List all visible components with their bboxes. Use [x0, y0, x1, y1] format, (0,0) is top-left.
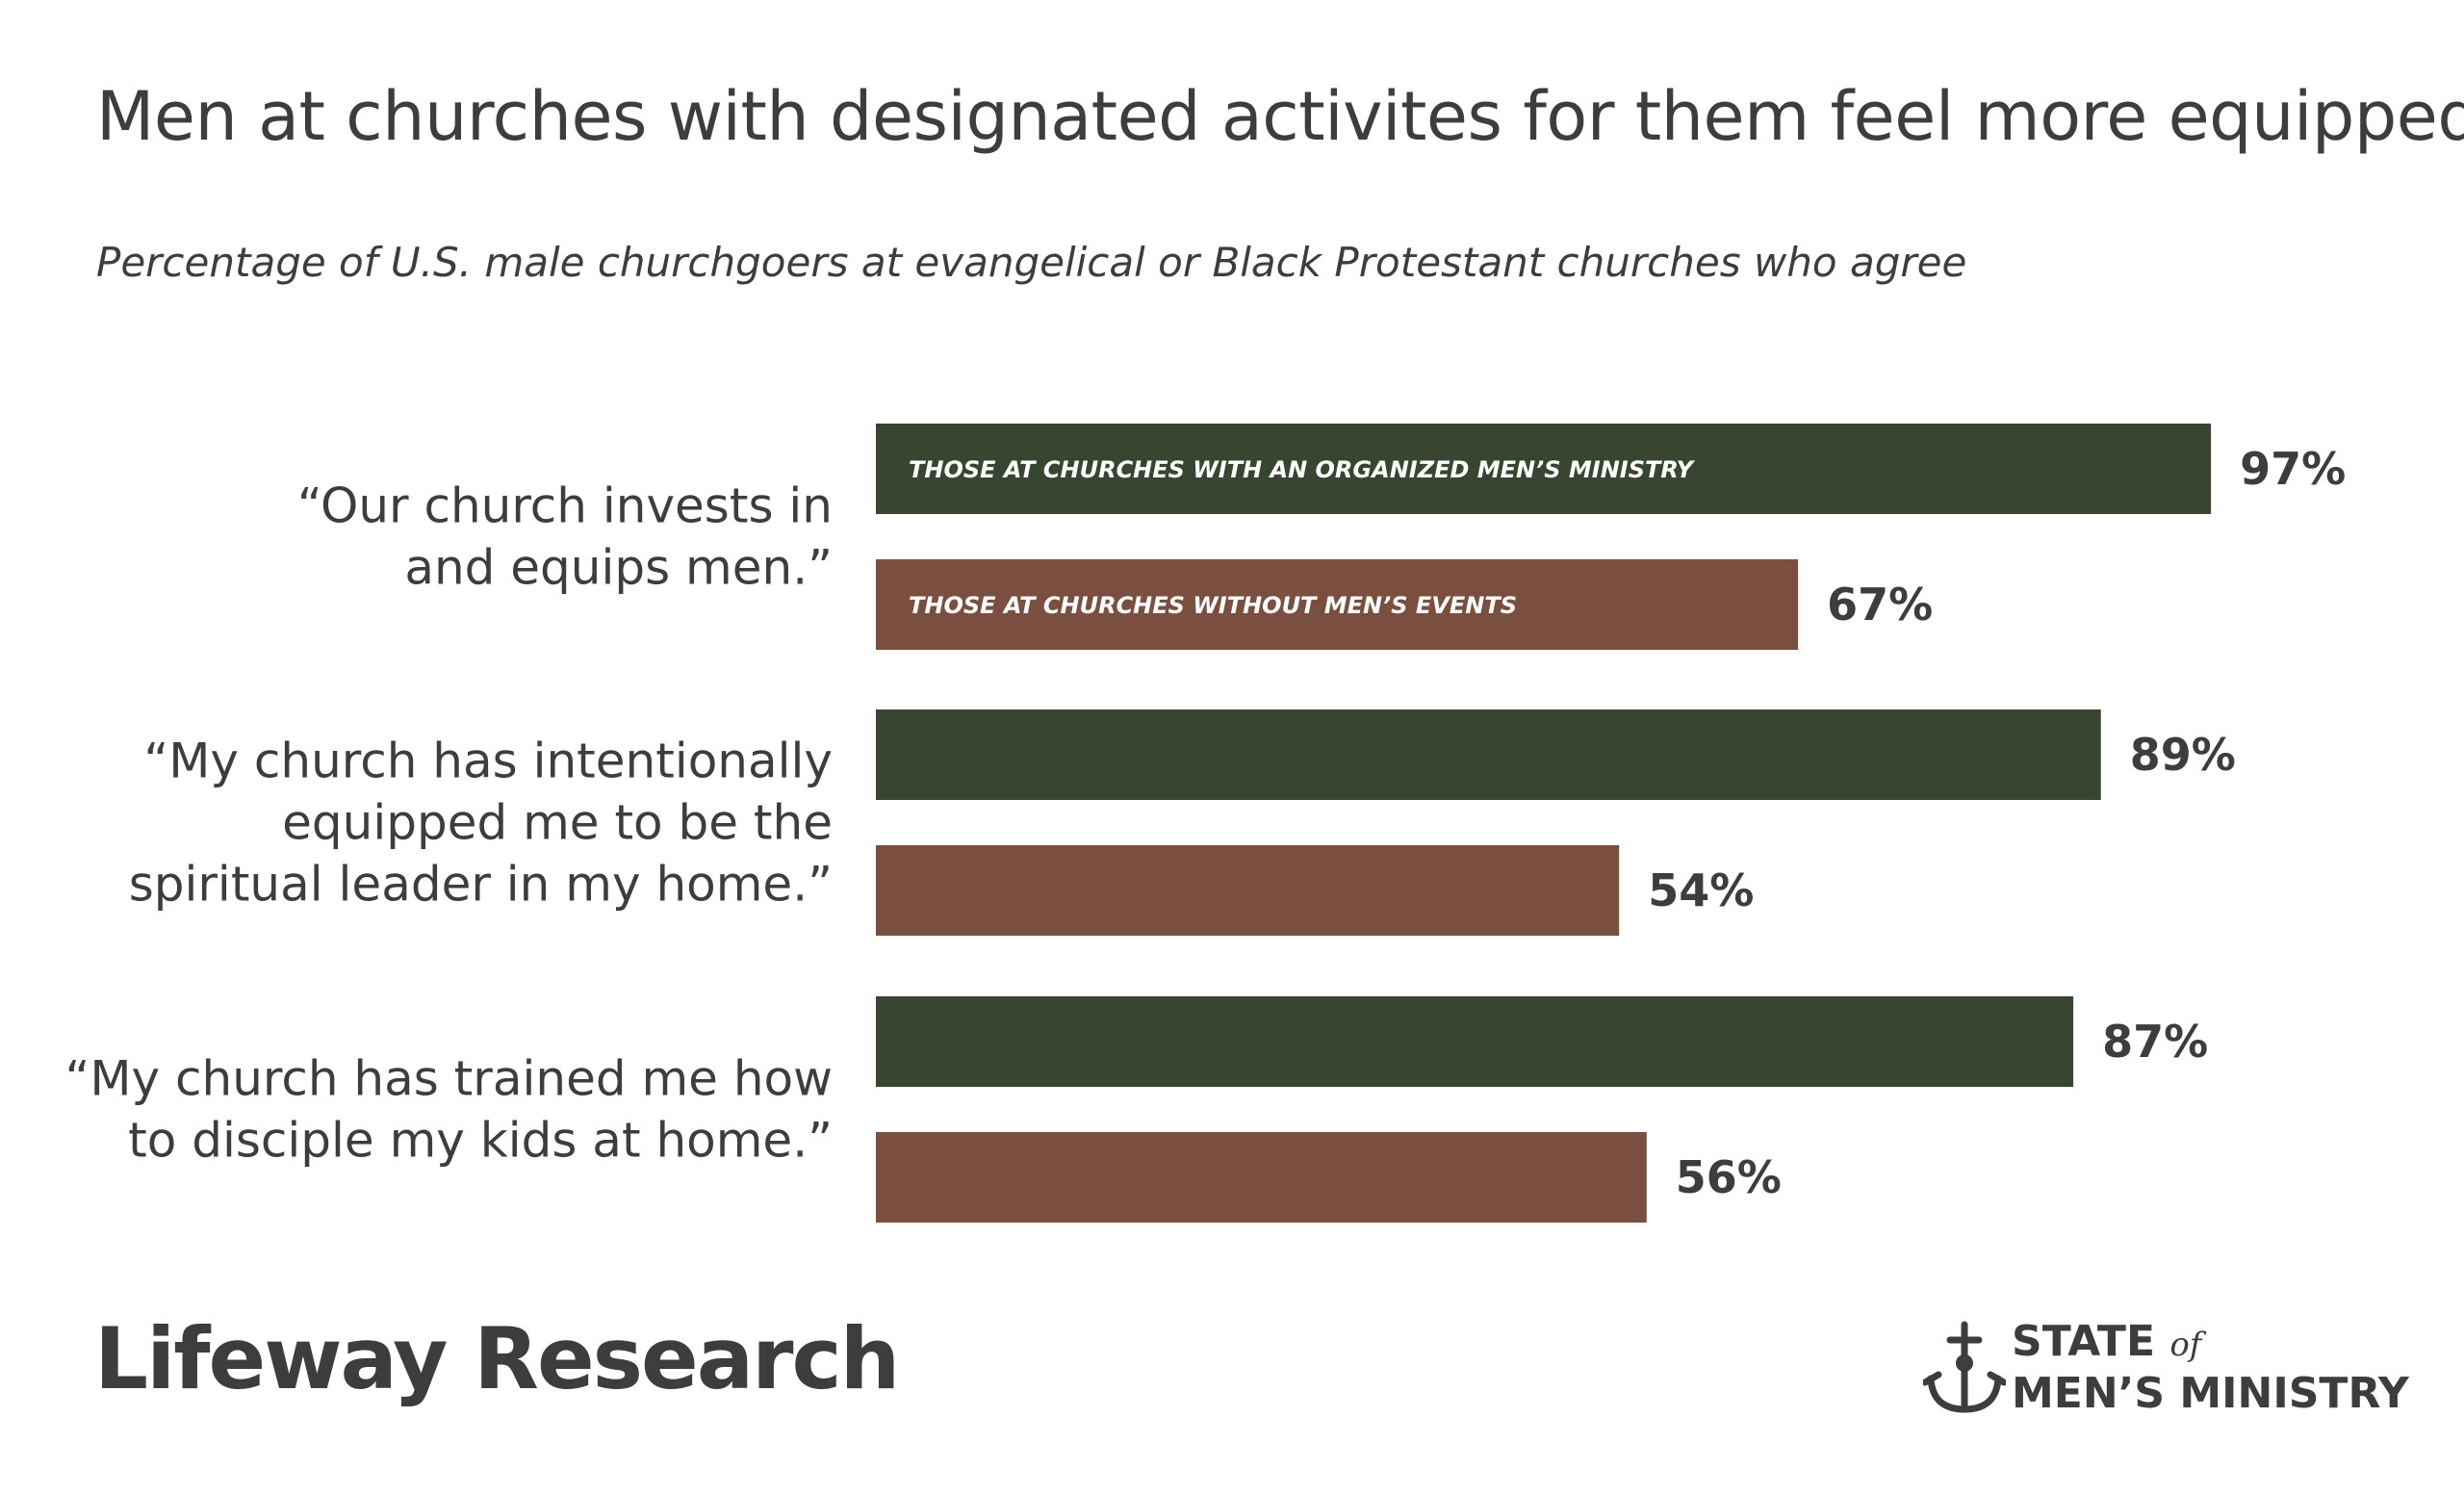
chart-subtitle: Percentage of U.S. male churchgoers at e…: [96, 239, 1967, 286]
bar: [876, 845, 1620, 936]
value-label: 89%: [2130, 729, 2236, 781]
category-label-line: spiritual leader in my home.”: [129, 857, 833, 913]
category-label: “My church has trained me how to disciple…: [64, 1051, 833, 1169]
category-label-line: to disciple my kids at home.”: [128, 1113, 833, 1169]
state-of-mens-ministry-logo: STATE of MEN’S MINISTRY: [1923, 1317, 2409, 1423]
category-label: “My church has intentionally equipped me …: [129, 734, 833, 913]
series-legend-label: THOSE AT CHURCHES WITHOUT MEN’S EVENTS: [909, 592, 1517, 619]
bar: [876, 996, 2074, 1087]
category-label-line: “Our church invests in: [297, 478, 833, 534]
value-label: 56%: [1676, 1151, 1782, 1203]
category-label-line: “My church has trained me how: [64, 1051, 833, 1107]
value-label: 87%: [2102, 1016, 2208, 1068]
value-label: 54%: [1648, 864, 1754, 916]
bar: [876, 559, 1799, 650]
series-legend-label: THOSE AT CHURCHES WITH AN ORGANIZED MEN’…: [909, 456, 1696, 483]
bar: [876, 709, 2101, 800]
category-label-line: “My church has intentionally: [143, 734, 833, 789]
logo-line-1: STATE of: [2012, 1317, 2202, 1366]
bar: [876, 1132, 1647, 1223]
value-label: 97%: [2240, 443, 2346, 495]
value-label: 67%: [1827, 579, 1933, 631]
bar: [876, 424, 2212, 514]
category-label: “Our church invests in and equips men.”: [297, 478, 833, 596]
category-label-line: and equips men.”: [404, 540, 833, 596]
logo-line-2: MEN’S MINISTRY: [2012, 1369, 2409, 1418]
lifeway-research-logo: Lifeway Research: [94, 1309, 900, 1408]
anchor-icon: [1923, 1321, 2006, 1413]
category-label-line: equipped me to be the: [282, 795, 833, 851]
chart-title: Men at churches with designated activite…: [96, 77, 2464, 156]
